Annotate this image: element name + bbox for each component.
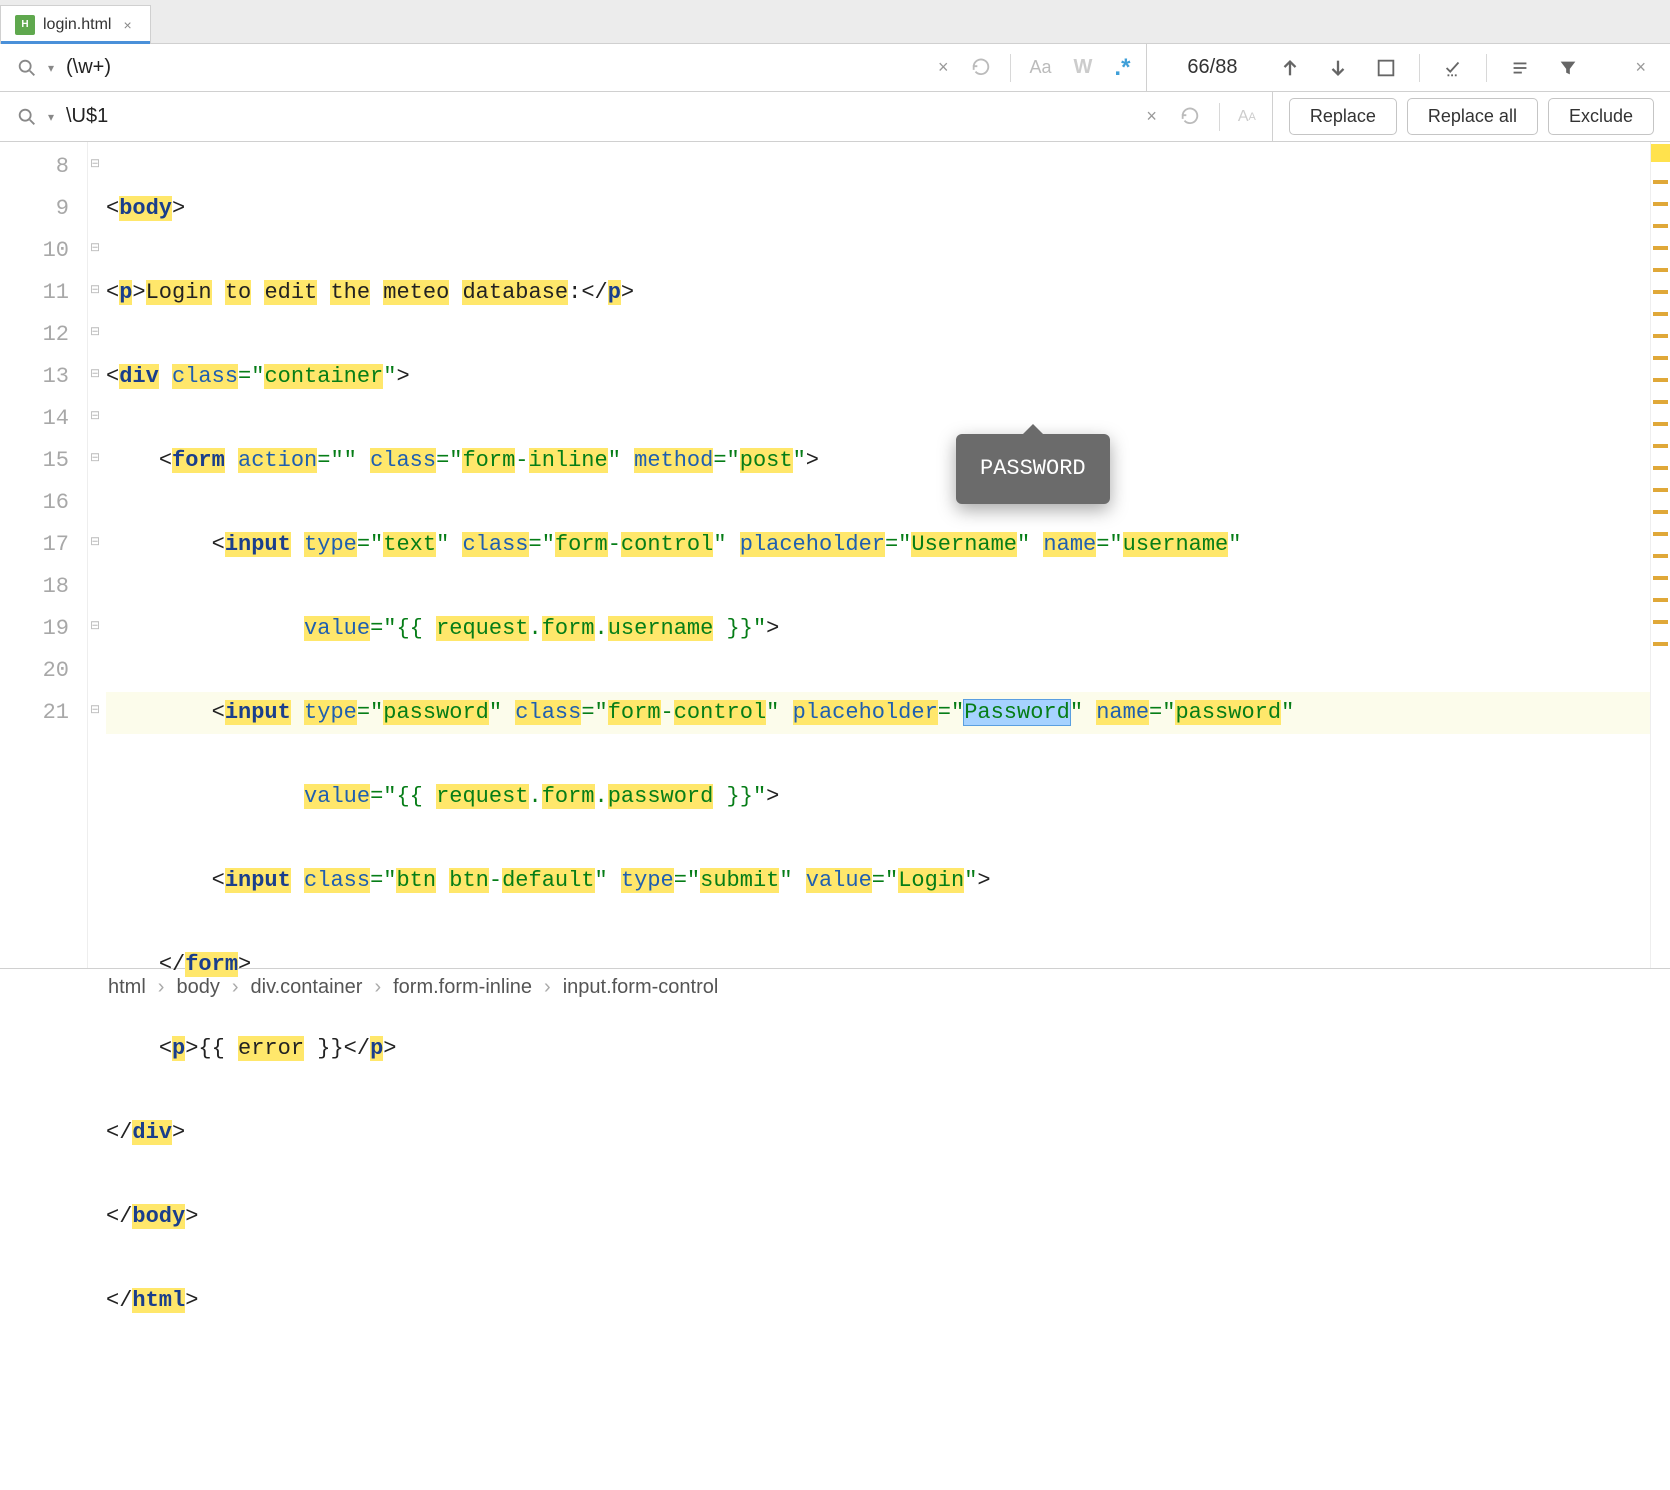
find-input[interactable] <box>66 56 924 79</box>
fold-icon[interactable]: ⊟ <box>88 324 102 338</box>
replace-bar: ▾ × AA Replace Replace all Exclude <box>0 92 1670 142</box>
words-icon[interactable]: W <box>1066 52 1101 83</box>
prev-match-icon[interactable] <box>1271 53 1309 83</box>
replace-input[interactable] <box>66 105 1132 128</box>
fold-icon[interactable]: ⊟ <box>88 282 102 296</box>
replace-button[interactable]: Replace <box>1289 98 1397 135</box>
clear-find-icon[interactable]: × <box>930 53 957 82</box>
select-all-icon[interactable] <box>1367 53 1405 83</box>
close-icon[interactable]: × <box>119 17 135 33</box>
fold-icon[interactable]: ⊟ <box>88 450 102 464</box>
replace-search-icon[interactable] <box>8 102 46 132</box>
preserve-case-icon[interactable]: AA <box>1230 104 1264 130</box>
clear-replace-icon[interactable]: × <box>1138 102 1165 131</box>
regex-icon[interactable]: .* <box>1106 50 1138 86</box>
tab-label: login.html <box>43 16 111 34</box>
filter-icon[interactable] <box>1549 53 1587 83</box>
minimap[interactable] <box>1650 142 1670 968</box>
tab-bar: H login.html × <box>0 0 1670 44</box>
match-case-icon[interactable]: Aa <box>1021 53 1059 82</box>
fold-icon[interactable]: ⊟ <box>88 366 102 380</box>
html-file-icon: H <box>15 15 35 35</box>
preview-tooltip: PASSWORD <box>956 434 1110 504</box>
history-icon[interactable] <box>962 53 1000 83</box>
dropdown-icon[interactable]: ▾ <box>42 59 60 77</box>
exclude-button[interactable]: Exclude <box>1548 98 1654 135</box>
fold-icon[interactable]: ⊟ <box>88 240 102 254</box>
code-area[interactable]: <body> <p>Login to edit the meteo databa… <box>106 142 1650 968</box>
editor[interactable]: 89101112131415161718192021 ⊟ ⊟ ⊟ ⊟ ⊟ ⊟ ⊟… <box>0 142 1670 968</box>
search-icon[interactable] <box>8 53 46 83</box>
next-match-icon[interactable] <box>1319 53 1357 83</box>
fold-icon[interactable]: ⊟ <box>88 408 102 422</box>
file-tab[interactable]: H login.html × <box>0 5 151 43</box>
replace-all-button[interactable]: Replace all <box>1407 98 1538 135</box>
fold-icon[interactable]: ⊟ <box>88 156 102 170</box>
replace-dropdown-icon[interactable]: ▾ <box>42 108 60 126</box>
fold-column: ⊟ ⊟ ⊟ ⊟ ⊟ ⊟ ⊟ ⊟ ⊟ ⊟ <box>88 142 106 968</box>
fold-icon[interactable]: ⊟ <box>88 618 102 632</box>
match-count: 66/88 <box>1163 56 1261 79</box>
find-bar: ▾ × Aa W .* 66/88 × <box>0 44 1670 92</box>
close-search-icon[interactable]: × <box>1627 53 1654 82</box>
open-tool-icon[interactable] <box>1434 53 1472 83</box>
line-gutter: 89101112131415161718192021 <box>0 142 88 968</box>
current-match: Password <box>964 700 1070 725</box>
settings-icon[interactable] <box>1501 53 1539 83</box>
replace-history-icon[interactable] <box>1171 102 1209 132</box>
fold-icon[interactable]: ⊟ <box>88 702 102 716</box>
fold-icon[interactable]: ⊟ <box>88 534 102 548</box>
